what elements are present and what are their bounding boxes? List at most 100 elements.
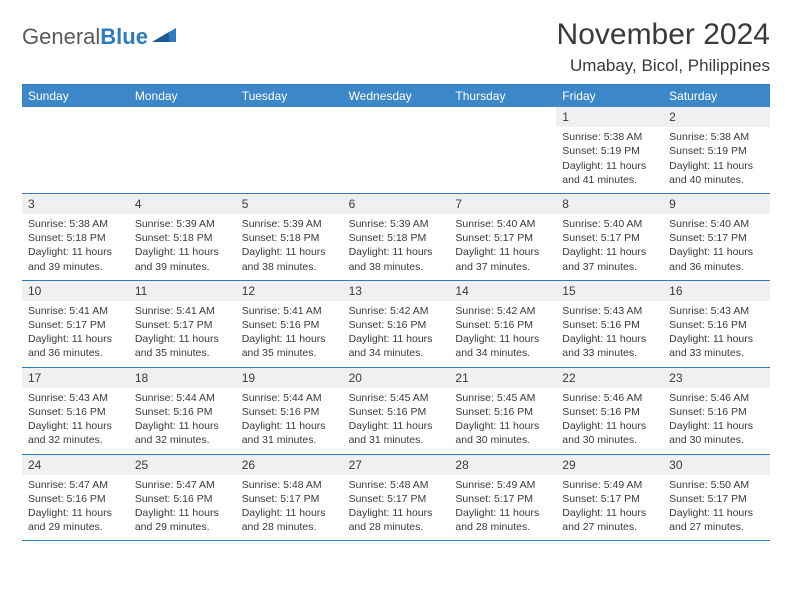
- sunrise-text: Sunrise: 5:46 AM: [562, 391, 657, 405]
- day-cell: 30Sunrise: 5:50 AMSunset: 5:17 PMDayligh…: [663, 455, 770, 541]
- day-number: [22, 107, 129, 127]
- sunrise-text: Sunrise: 5:38 AM: [28, 217, 123, 231]
- sunset-text: Sunset: 5:18 PM: [135, 231, 230, 245]
- sunrise-text: Sunrise: 5:38 AM: [669, 130, 764, 144]
- weekday-tue: Tuesday: [236, 85, 343, 107]
- day-cell: 15Sunrise: 5:43 AMSunset: 5:16 PMDayligh…: [556, 281, 663, 367]
- daylight1-text: Daylight: 11 hours: [669, 419, 764, 433]
- day-number: 14: [449, 281, 556, 301]
- day-number: [343, 107, 450, 127]
- daylight1-text: Daylight: 11 hours: [28, 506, 123, 520]
- daylight2-text: and 41 minutes.: [562, 173, 657, 187]
- daylight1-text: Daylight: 11 hours: [562, 506, 657, 520]
- daylight2-text: and 27 minutes.: [562, 520, 657, 534]
- daylight1-text: Daylight: 11 hours: [455, 332, 550, 346]
- day-cell: 2Sunrise: 5:38 AMSunset: 5:19 PMDaylight…: [663, 107, 770, 193]
- location-label: Umabay, Bicol, Philippines: [557, 56, 770, 76]
- empty-cell: [449, 107, 556, 193]
- day-cell: 12Sunrise: 5:41 AMSunset: 5:16 PMDayligh…: [236, 281, 343, 367]
- daylight1-text: Daylight: 11 hours: [135, 506, 230, 520]
- day-cell: 6Sunrise: 5:39 AMSunset: 5:18 PMDaylight…: [343, 194, 450, 280]
- day-number: [449, 107, 556, 127]
- day-cell: 13Sunrise: 5:42 AMSunset: 5:16 PMDayligh…: [343, 281, 450, 367]
- day-number: 19: [236, 368, 343, 388]
- weeks-container: 1Sunrise: 5:38 AMSunset: 5:19 PMDaylight…: [22, 107, 770, 541]
- daylight2-text: and 35 minutes.: [135, 346, 230, 360]
- daylight1-text: Daylight: 11 hours: [28, 245, 123, 259]
- day-cell: 10Sunrise: 5:41 AMSunset: 5:17 PMDayligh…: [22, 281, 129, 367]
- daylight1-text: Daylight: 11 hours: [242, 419, 337, 433]
- weekday-sat: Saturday: [663, 85, 770, 107]
- empty-cell: [22, 107, 129, 193]
- daylight2-text: and 28 minutes.: [242, 520, 337, 534]
- calendar-page: GeneralBlue November 2024 Umabay, Bicol,…: [0, 0, 792, 551]
- week-row: 10Sunrise: 5:41 AMSunset: 5:17 PMDayligh…: [22, 281, 770, 368]
- daylight2-text: and 38 minutes.: [349, 260, 444, 274]
- daylight2-text: and 31 minutes.: [242, 433, 337, 447]
- brand-triangle-icon: [152, 26, 178, 49]
- sunrise-text: Sunrise: 5:47 AM: [135, 478, 230, 492]
- day-cell: 3Sunrise: 5:38 AMSunset: 5:18 PMDaylight…: [22, 194, 129, 280]
- sunset-text: Sunset: 5:17 PM: [349, 492, 444, 506]
- daylight1-text: Daylight: 11 hours: [562, 245, 657, 259]
- daylight1-text: Daylight: 11 hours: [28, 332, 123, 346]
- day-cell: 22Sunrise: 5:46 AMSunset: 5:16 PMDayligh…: [556, 368, 663, 454]
- daylight2-text: and 39 minutes.: [135, 260, 230, 274]
- day-number: 13: [343, 281, 450, 301]
- sunrise-text: Sunrise: 5:41 AM: [135, 304, 230, 318]
- sunset-text: Sunset: 5:17 PM: [669, 231, 764, 245]
- sunset-text: Sunset: 5:16 PM: [242, 405, 337, 419]
- daylight1-text: Daylight: 11 hours: [349, 245, 444, 259]
- daylight1-text: Daylight: 11 hours: [562, 159, 657, 173]
- day-cell: 8Sunrise: 5:40 AMSunset: 5:17 PMDaylight…: [556, 194, 663, 280]
- daylight2-text: and 34 minutes.: [349, 346, 444, 360]
- daylight1-text: Daylight: 11 hours: [562, 419, 657, 433]
- calendar-grid: Sunday Monday Tuesday Wednesday Thursday…: [22, 84, 770, 541]
- day-number: [129, 107, 236, 127]
- weekday-sun: Sunday: [22, 85, 129, 107]
- day-number: 1: [556, 107, 663, 127]
- empty-cell: [343, 107, 450, 193]
- daylight2-text: and 30 minutes.: [669, 433, 764, 447]
- day-cell: 5Sunrise: 5:39 AMSunset: 5:18 PMDaylight…: [236, 194, 343, 280]
- day-cell: 29Sunrise: 5:49 AMSunset: 5:17 PMDayligh…: [556, 455, 663, 541]
- day-cell: 7Sunrise: 5:40 AMSunset: 5:17 PMDaylight…: [449, 194, 556, 280]
- header: GeneralBlue November 2024 Umabay, Bicol,…: [22, 18, 770, 76]
- sunrise-text: Sunrise: 5:47 AM: [28, 478, 123, 492]
- daylight2-text: and 30 minutes.: [562, 433, 657, 447]
- sunset-text: Sunset: 5:16 PM: [28, 405, 123, 419]
- brand-logo: GeneralBlue: [22, 18, 178, 50]
- daylight1-text: Daylight: 11 hours: [135, 245, 230, 259]
- sunrise-text: Sunrise: 5:49 AM: [455, 478, 550, 492]
- day-number: 30: [663, 455, 770, 475]
- daylight2-text: and 30 minutes.: [455, 433, 550, 447]
- weekday-wed: Wednesday: [343, 85, 450, 107]
- weekday-header-row: Sunday Monday Tuesday Wednesday Thursday…: [22, 85, 770, 107]
- day-cell: 4Sunrise: 5:39 AMSunset: 5:18 PMDaylight…: [129, 194, 236, 280]
- sunset-text: Sunset: 5:16 PM: [135, 492, 230, 506]
- sunset-text: Sunset: 5:16 PM: [242, 318, 337, 332]
- sunrise-text: Sunrise: 5:48 AM: [242, 478, 337, 492]
- weekday-thu: Thursday: [449, 85, 556, 107]
- daylight2-text: and 36 minutes.: [669, 260, 764, 274]
- sunset-text: Sunset: 5:16 PM: [349, 405, 444, 419]
- week-row: 24Sunrise: 5:47 AMSunset: 5:16 PMDayligh…: [22, 455, 770, 542]
- day-number: 2: [663, 107, 770, 127]
- day-number: 6: [343, 194, 450, 214]
- sunset-text: Sunset: 5:17 PM: [135, 318, 230, 332]
- sunrise-text: Sunrise: 5:44 AM: [242, 391, 337, 405]
- day-number: 12: [236, 281, 343, 301]
- day-number: 22: [556, 368, 663, 388]
- daylight2-text: and 40 minutes.: [669, 173, 764, 187]
- daylight2-text: and 37 minutes.: [455, 260, 550, 274]
- sunset-text: Sunset: 5:17 PM: [242, 492, 337, 506]
- daylight2-text: and 28 minutes.: [455, 520, 550, 534]
- sunset-text: Sunset: 5:16 PM: [455, 405, 550, 419]
- day-cell: 1Sunrise: 5:38 AMSunset: 5:19 PMDaylight…: [556, 107, 663, 193]
- sunset-text: Sunset: 5:16 PM: [669, 405, 764, 419]
- weekday-mon: Monday: [129, 85, 236, 107]
- sunrise-text: Sunrise: 5:50 AM: [669, 478, 764, 492]
- sunrise-text: Sunrise: 5:42 AM: [455, 304, 550, 318]
- day-cell: 9Sunrise: 5:40 AMSunset: 5:17 PMDaylight…: [663, 194, 770, 280]
- daylight1-text: Daylight: 11 hours: [669, 159, 764, 173]
